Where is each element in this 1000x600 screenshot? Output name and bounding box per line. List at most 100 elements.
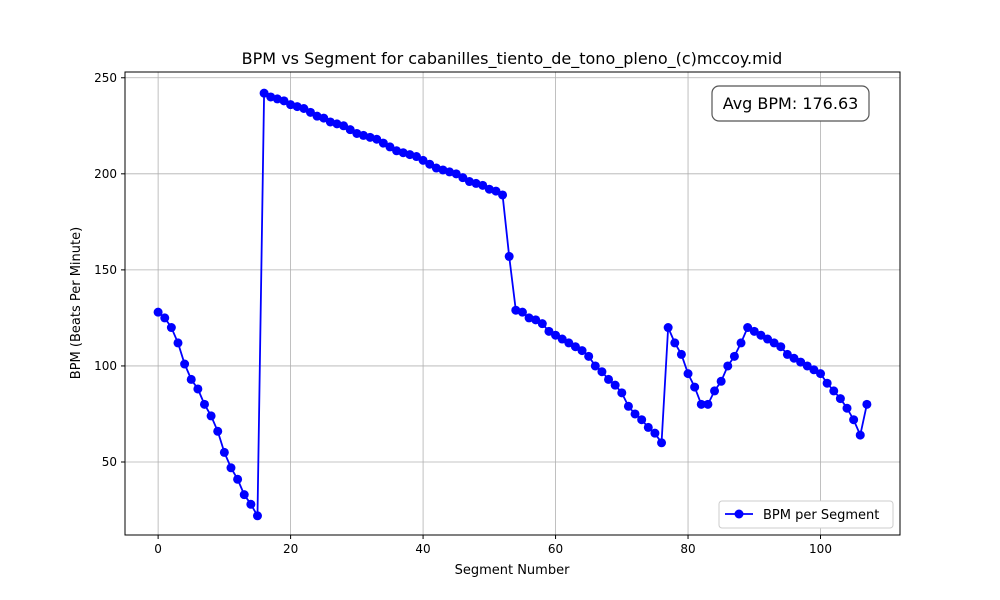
plot-area [153,88,872,521]
data-point [670,338,680,348]
avg-bpm-annotation: Avg BPM: 176.63 [723,94,859,113]
data-point [610,380,620,390]
data-point [498,190,508,200]
x-tick-label: 80 [680,542,695,556]
data-point [206,411,216,421]
data-point [233,474,243,484]
data-point [385,142,395,152]
x-tick-label: 100 [809,542,832,556]
data-point [246,499,256,509]
data-point [319,113,329,123]
data-point [723,361,733,371]
legend-label: BPM per Segment [763,508,879,523]
data-point [219,447,229,457]
data-point [729,351,739,361]
y-tick-label: 100 [94,359,117,373]
data-point [239,490,249,500]
data-point [478,180,488,190]
data-point [451,169,461,179]
annotation-box: Avg BPM: 176.63 [711,85,870,122]
data-point [180,359,190,369]
data-point [703,399,713,409]
data-point [637,415,647,425]
legend-marker [734,509,744,519]
data-point [372,134,382,144]
data-point [736,338,746,348]
data-point [193,384,203,394]
data-point [630,409,640,419]
data-point [696,399,706,409]
data-point [544,326,554,336]
data-point [816,369,826,379]
y-tick-label: 50 [102,455,117,469]
data-point [683,369,693,379]
x-tick-label: 40 [415,542,430,556]
data-point [782,349,792,359]
x-axis-label: Segment Number [455,563,571,578]
x-tick-label: 60 [548,542,563,556]
data-point [577,346,587,356]
series-line [157,91,868,520]
data-point [749,326,759,336]
chart-title: BPM vs Segment for cabanilles_tiento_de_… [242,49,783,69]
data-point [623,401,633,411]
data-point [657,438,667,448]
data-point [504,251,514,261]
data-point [590,361,600,371]
data-point [551,330,561,340]
data-point [259,88,269,98]
data-point [604,374,614,384]
grid [125,72,900,535]
legend: BPM per Segment [718,500,894,529]
data-point [776,342,786,352]
y-tick-label: 200 [94,167,117,181]
data-point [835,394,845,404]
data-point [153,307,163,317]
y-axis-label: BPM (Beats Per Minute) [69,227,84,379]
data-point [345,125,355,135]
data-point [564,338,574,348]
data-point [557,334,567,344]
data-point [199,399,209,409]
data-point [690,382,700,392]
data-point [517,307,527,317]
axis-ticks: 0 20 40 60 80 100 50 100 150 200 250 [94,71,832,556]
data-point [299,104,309,114]
data-point [617,388,627,398]
data-point [643,422,653,432]
data-point [570,342,580,352]
data-point [166,323,176,333]
data-point [173,338,183,348]
data-point [279,96,289,106]
data-point [676,349,686,359]
data-point [796,357,806,367]
data-point [650,428,660,438]
data-point [842,403,852,413]
data-point [597,367,607,377]
data-point [716,376,726,386]
data-point [822,378,832,388]
data-point [160,313,170,323]
data-point [756,330,766,340]
data-point [763,334,773,344]
y-tick-label: 250 [94,71,117,85]
x-tick-label: 20 [283,542,298,556]
data-point [829,386,839,396]
y-tick-label: 150 [94,263,117,277]
data-point [418,155,428,165]
data-point [252,511,262,521]
data-point [743,323,753,333]
data-point [226,463,236,473]
data-point [339,121,349,131]
data-point [491,186,501,196]
data-point [789,353,799,363]
x-tick-label: 0 [154,542,162,556]
data-point [663,323,673,333]
data-point [213,426,223,436]
data-point [862,399,872,409]
data-point [186,374,196,384]
data-point [809,365,819,375]
data-point [855,430,865,440]
data-point [849,415,859,425]
